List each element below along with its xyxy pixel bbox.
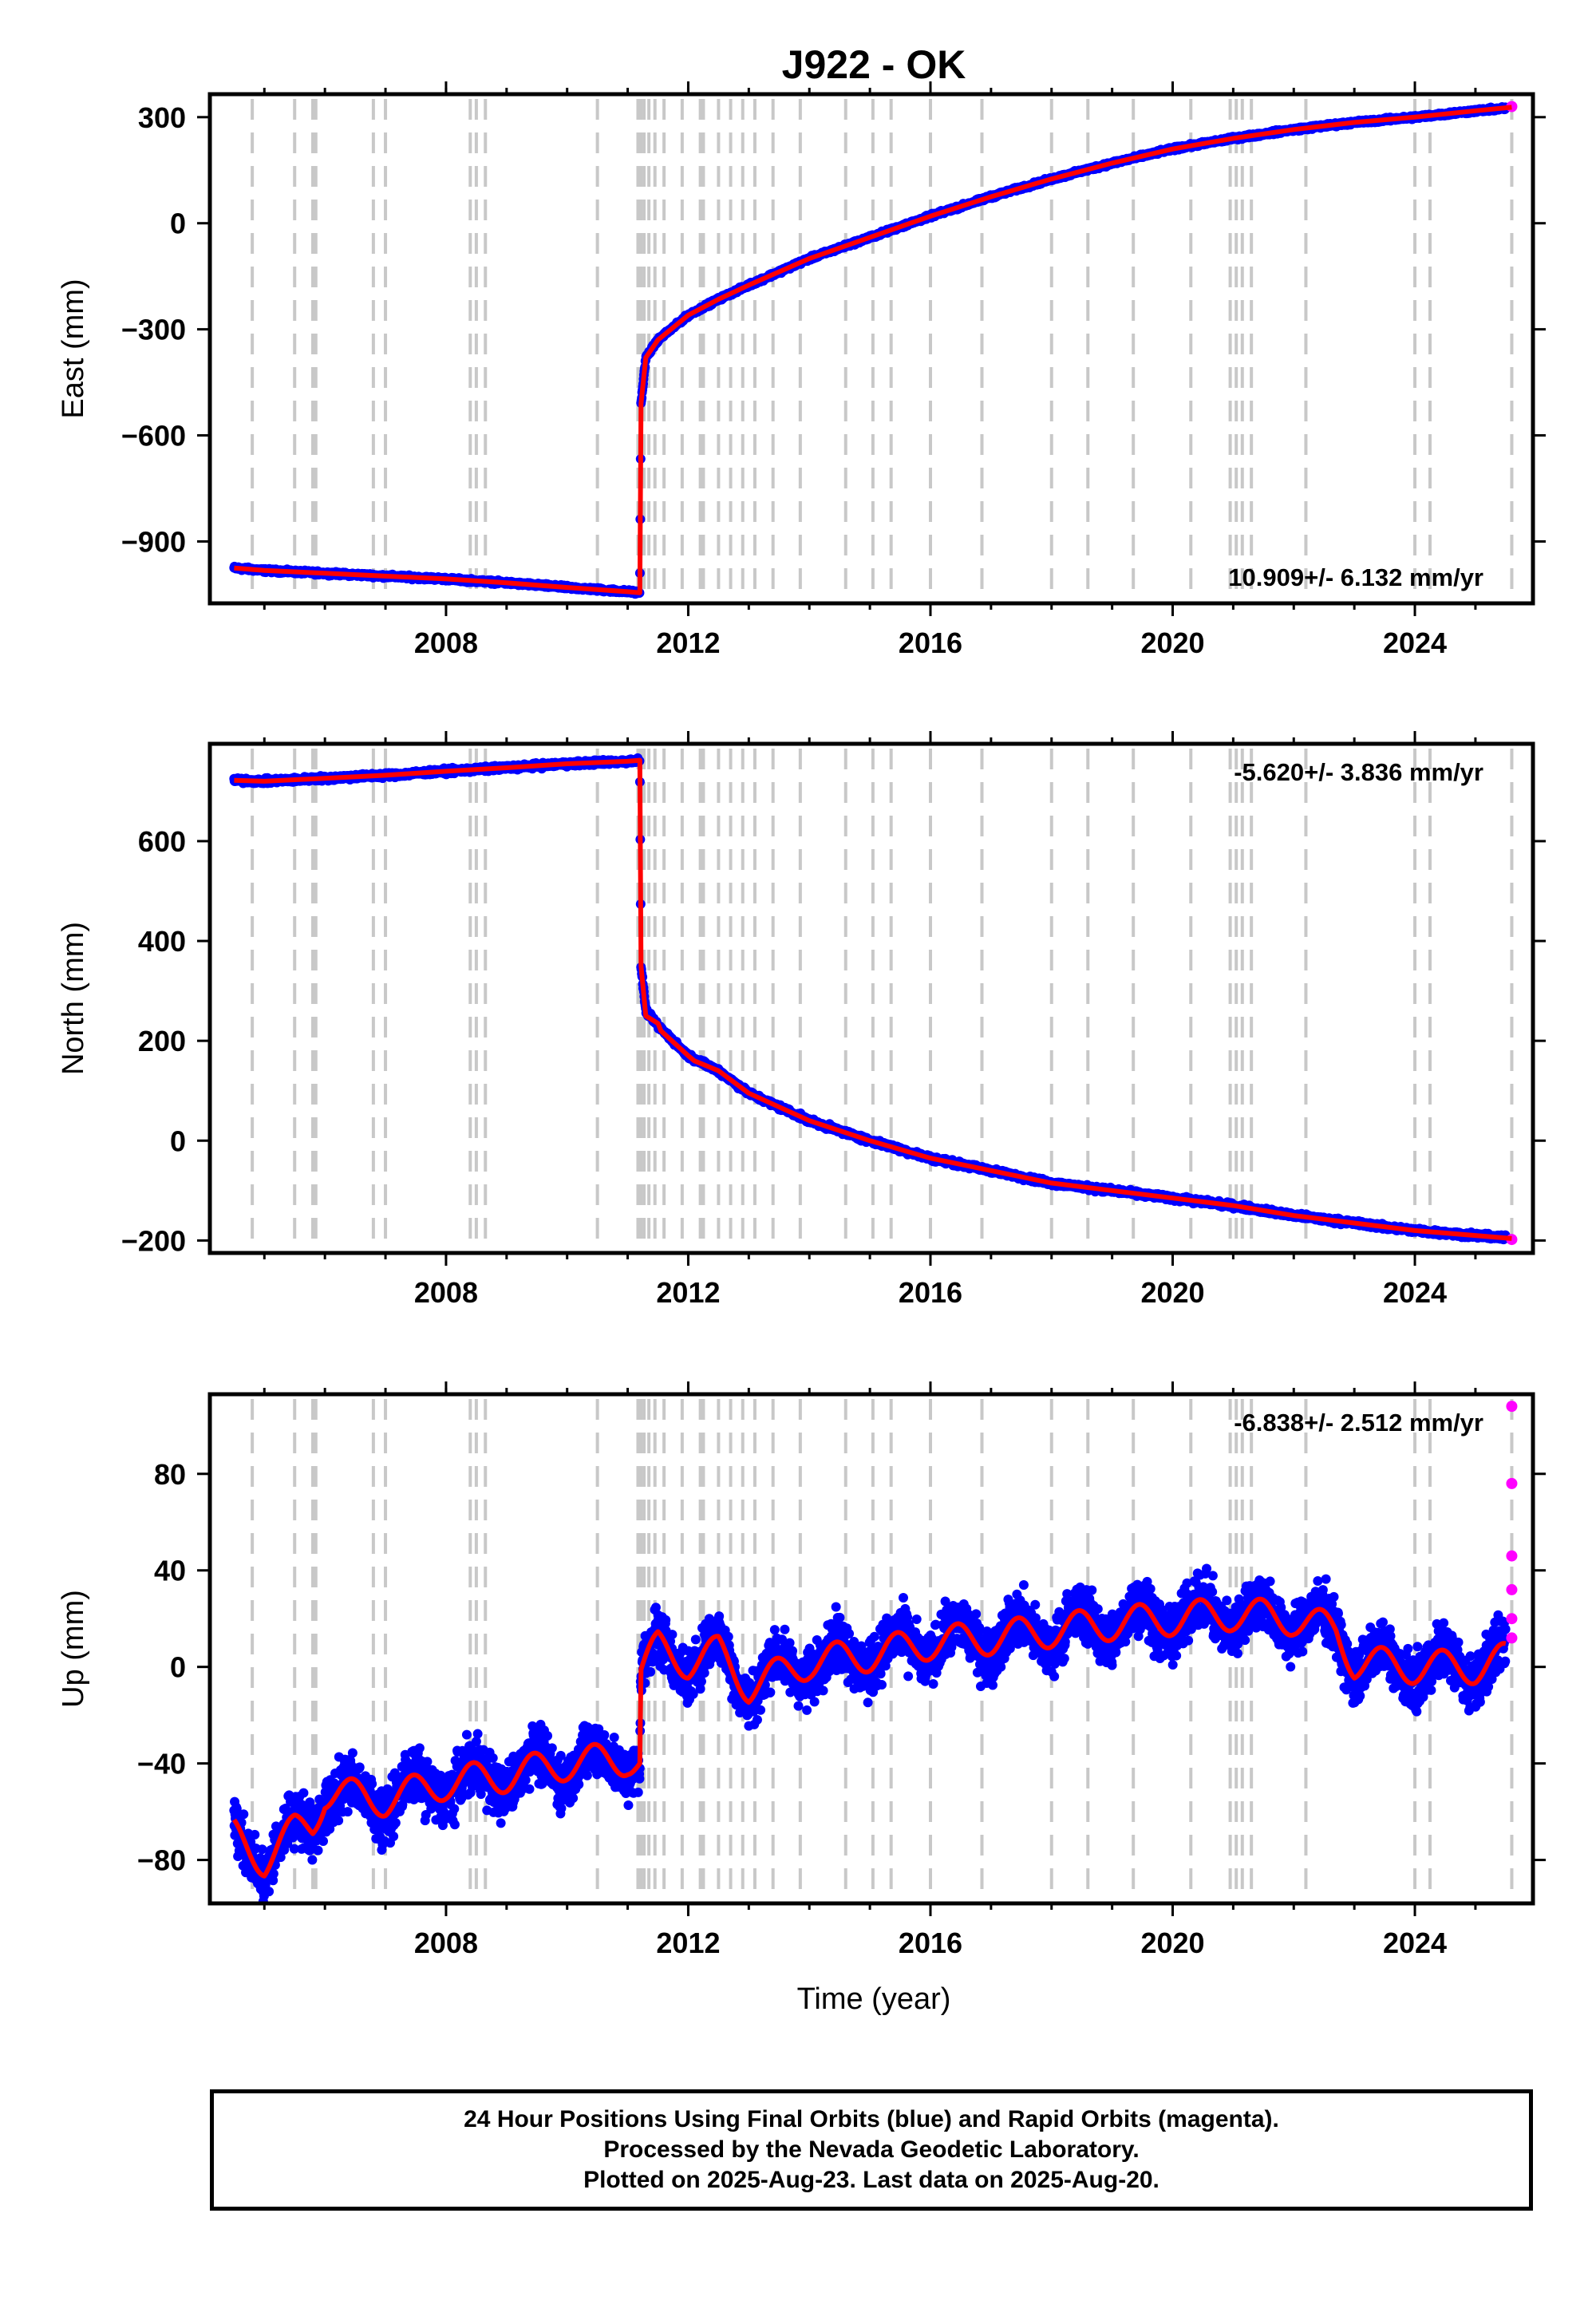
x-tick-label: 2016 — [899, 626, 962, 659]
data-layer — [229, 753, 1518, 1246]
rate-annotation: 10.909+/- 6.132 mm/yr — [1228, 563, 1483, 591]
model-line — [234, 105, 1512, 595]
data-layer — [229, 101, 1518, 599]
final-orbits-series — [229, 753, 1511, 1245]
plot-frame — [207, 92, 1535, 606]
final-orbits-series — [229, 102, 1511, 599]
x-tick-label: 2020 — [1140, 626, 1204, 659]
event-lines — [251, 99, 1514, 599]
chart-title: J922 - OK — [782, 42, 966, 87]
panel-north: 2008 2012 2016 2020 2024−2000200400600North … — [57, 731, 1546, 1309]
y-tick-label: 300 — [138, 101, 186, 134]
y-axis — [197, 116, 1546, 543]
y-tick-label: −600 — [121, 420, 186, 453]
y-axis-label: East (mm) — [57, 279, 90, 418]
y-tick-label: 0 — [170, 207, 186, 240]
x-tick-label: 2024 — [1383, 626, 1447, 659]
x-axis — [263, 81, 1477, 616]
y-tick-label: −900 — [121, 525, 186, 558]
x-tick-label: 2008 — [414, 626, 478, 659]
panel-east: 2008 2012 2016 2020 2024 −900 −600 −300 0 300 East… — [57, 81, 1546, 659]
x-tick-label: 2012 — [656, 626, 720, 659]
event-lines — [251, 749, 1514, 1248]
y-tick-label: −300 — [121, 314, 186, 346]
